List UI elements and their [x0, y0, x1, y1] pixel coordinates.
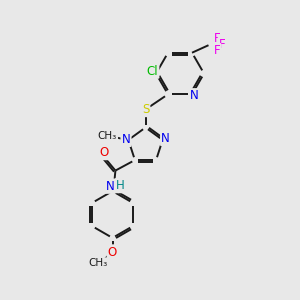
Text: S: S — [142, 103, 149, 116]
Text: O: O — [108, 245, 117, 259]
Text: N: N — [122, 133, 130, 146]
Text: Cl: Cl — [147, 64, 158, 78]
Text: F: F — [214, 44, 220, 57]
Text: N: N — [106, 180, 115, 193]
Text: O: O — [100, 146, 109, 159]
Text: CH₃: CH₃ — [98, 131, 117, 141]
Text: F: F — [214, 32, 220, 45]
Text: N: N — [161, 132, 170, 145]
Text: F: F — [219, 38, 225, 51]
Text: CH₃: CH₃ — [88, 258, 108, 268]
Text: H: H — [116, 179, 125, 192]
Text: N: N — [190, 89, 199, 102]
